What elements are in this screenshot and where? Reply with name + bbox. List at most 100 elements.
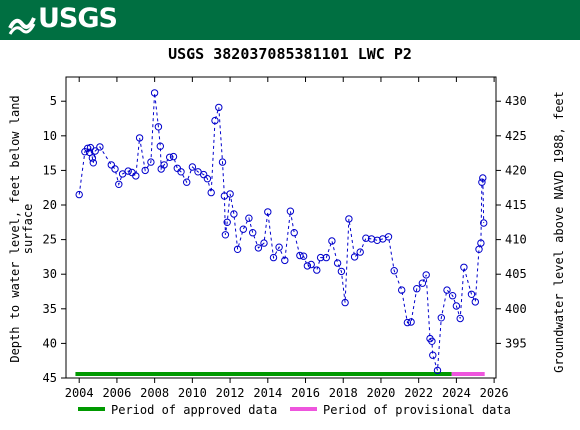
data-point (373, 236, 381, 245)
usgs-banner: USGS (0, 0, 580, 40)
y2-tick-label: 410 (505, 233, 527, 247)
y2-tick-label: 430 (505, 94, 527, 108)
data-point (418, 279, 427, 287)
y2-axis-label: Groundwater level above NAVD 1988, feet (552, 91, 566, 373)
data-point (207, 188, 215, 197)
y2-tick-label: 420 (505, 163, 527, 177)
y-tick-label: 10 (43, 129, 57, 143)
x-tick-label: 2018 (329, 386, 358, 400)
y2-tick-label: 395 (505, 336, 527, 350)
y2-tick-label: 405 (505, 267, 527, 281)
y-tick-label: 45 (43, 371, 57, 385)
data-point (124, 167, 132, 175)
data-point (84, 144, 92, 153)
data-point (345, 215, 353, 223)
data-point (356, 248, 364, 256)
y-tick-label: 20 (43, 198, 57, 212)
x-tick-label: 2010 (178, 386, 207, 400)
data-point (316, 253, 325, 262)
data-series (75, 89, 488, 375)
data-point (188, 163, 197, 171)
data-point (448, 292, 457, 300)
data-point (254, 244, 263, 252)
y-tick-label: 40 (43, 336, 57, 350)
data-point (215, 103, 223, 112)
data-point (173, 164, 182, 173)
data-point (341, 298, 349, 307)
data-point (260, 239, 268, 247)
data-point (413, 285, 421, 293)
data-point (88, 154, 97, 162)
data-point (403, 318, 412, 327)
data-point (86, 143, 95, 152)
data-point (200, 170, 208, 179)
y2-tick-label: 415 (505, 198, 527, 212)
data-point (115, 180, 123, 189)
data-point (233, 245, 242, 254)
data-point (275, 243, 283, 251)
data-point (150, 89, 159, 97)
x-tick-label: 2008 (140, 386, 169, 400)
data-point (328, 237, 336, 245)
data-point (264, 208, 272, 216)
data-point (183, 178, 191, 186)
x-tick-label: 2004 (65, 386, 94, 400)
data-point (249, 229, 257, 237)
data-point (245, 214, 253, 222)
x-tick-label: 2020 (367, 386, 396, 400)
chart-title: USGS 382037085381101 LWC P2 (168, 45, 412, 63)
y-axis-label-line-2: surface (21, 204, 35, 255)
plot-area (65, 76, 497, 379)
usgs-wave-icon (8, 17, 36, 35)
data-point (480, 219, 488, 227)
data-point (135, 134, 144, 142)
data-point (141, 166, 149, 175)
x-tick-label: 2012 (216, 386, 245, 400)
x-tick-label: 2024 (442, 386, 471, 400)
data-point (467, 290, 476, 298)
data-point (437, 314, 445, 322)
data-point (384, 233, 393, 241)
y-axis-label-line-1: Depth to water level, feet below land (8, 95, 22, 362)
data-point (443, 286, 451, 294)
data-point (477, 239, 485, 247)
data-point (156, 142, 165, 150)
data-point (132, 172, 140, 180)
data-point (91, 147, 99, 155)
x-tick-label: 2016 (291, 386, 320, 400)
data-point (479, 174, 487, 182)
data-point (362, 234, 370, 242)
usgs-logo-text: USGS (38, 3, 118, 34)
legend-label: Period of approved data (111, 403, 277, 417)
y-tick-label: 25 (43, 233, 57, 247)
data-point (269, 253, 278, 262)
y-tick-label: 35 (43, 302, 57, 316)
data-point (166, 153, 174, 162)
data-point (428, 337, 436, 345)
y-tick-label: 30 (43, 267, 57, 281)
data-point (460, 263, 468, 271)
data-point (111, 165, 119, 173)
data-point (177, 168, 185, 176)
data-point (337, 267, 346, 276)
y-axis-label: Depth to water level, feet below land su… (8, 95, 35, 362)
data-point (226, 190, 234, 198)
data-point (89, 159, 98, 167)
x-tick-label: 2022 (404, 386, 433, 400)
data-point (160, 161, 168, 169)
y2-tick-label: 400 (505, 302, 527, 316)
data-point (433, 366, 442, 375)
data-point (307, 260, 315, 269)
y-tick-label: 15 (43, 163, 57, 177)
data-point (296, 251, 304, 260)
legend: Period of approved data Period of provisi… (78, 403, 511, 417)
data-point (230, 210, 238, 218)
x-tick-label: 2026 (480, 386, 509, 400)
data-point (478, 178, 486, 186)
data-point (350, 253, 359, 261)
data-point (429, 351, 437, 359)
data-point (203, 175, 212, 183)
data-point (147, 158, 155, 166)
data-point (303, 262, 312, 270)
